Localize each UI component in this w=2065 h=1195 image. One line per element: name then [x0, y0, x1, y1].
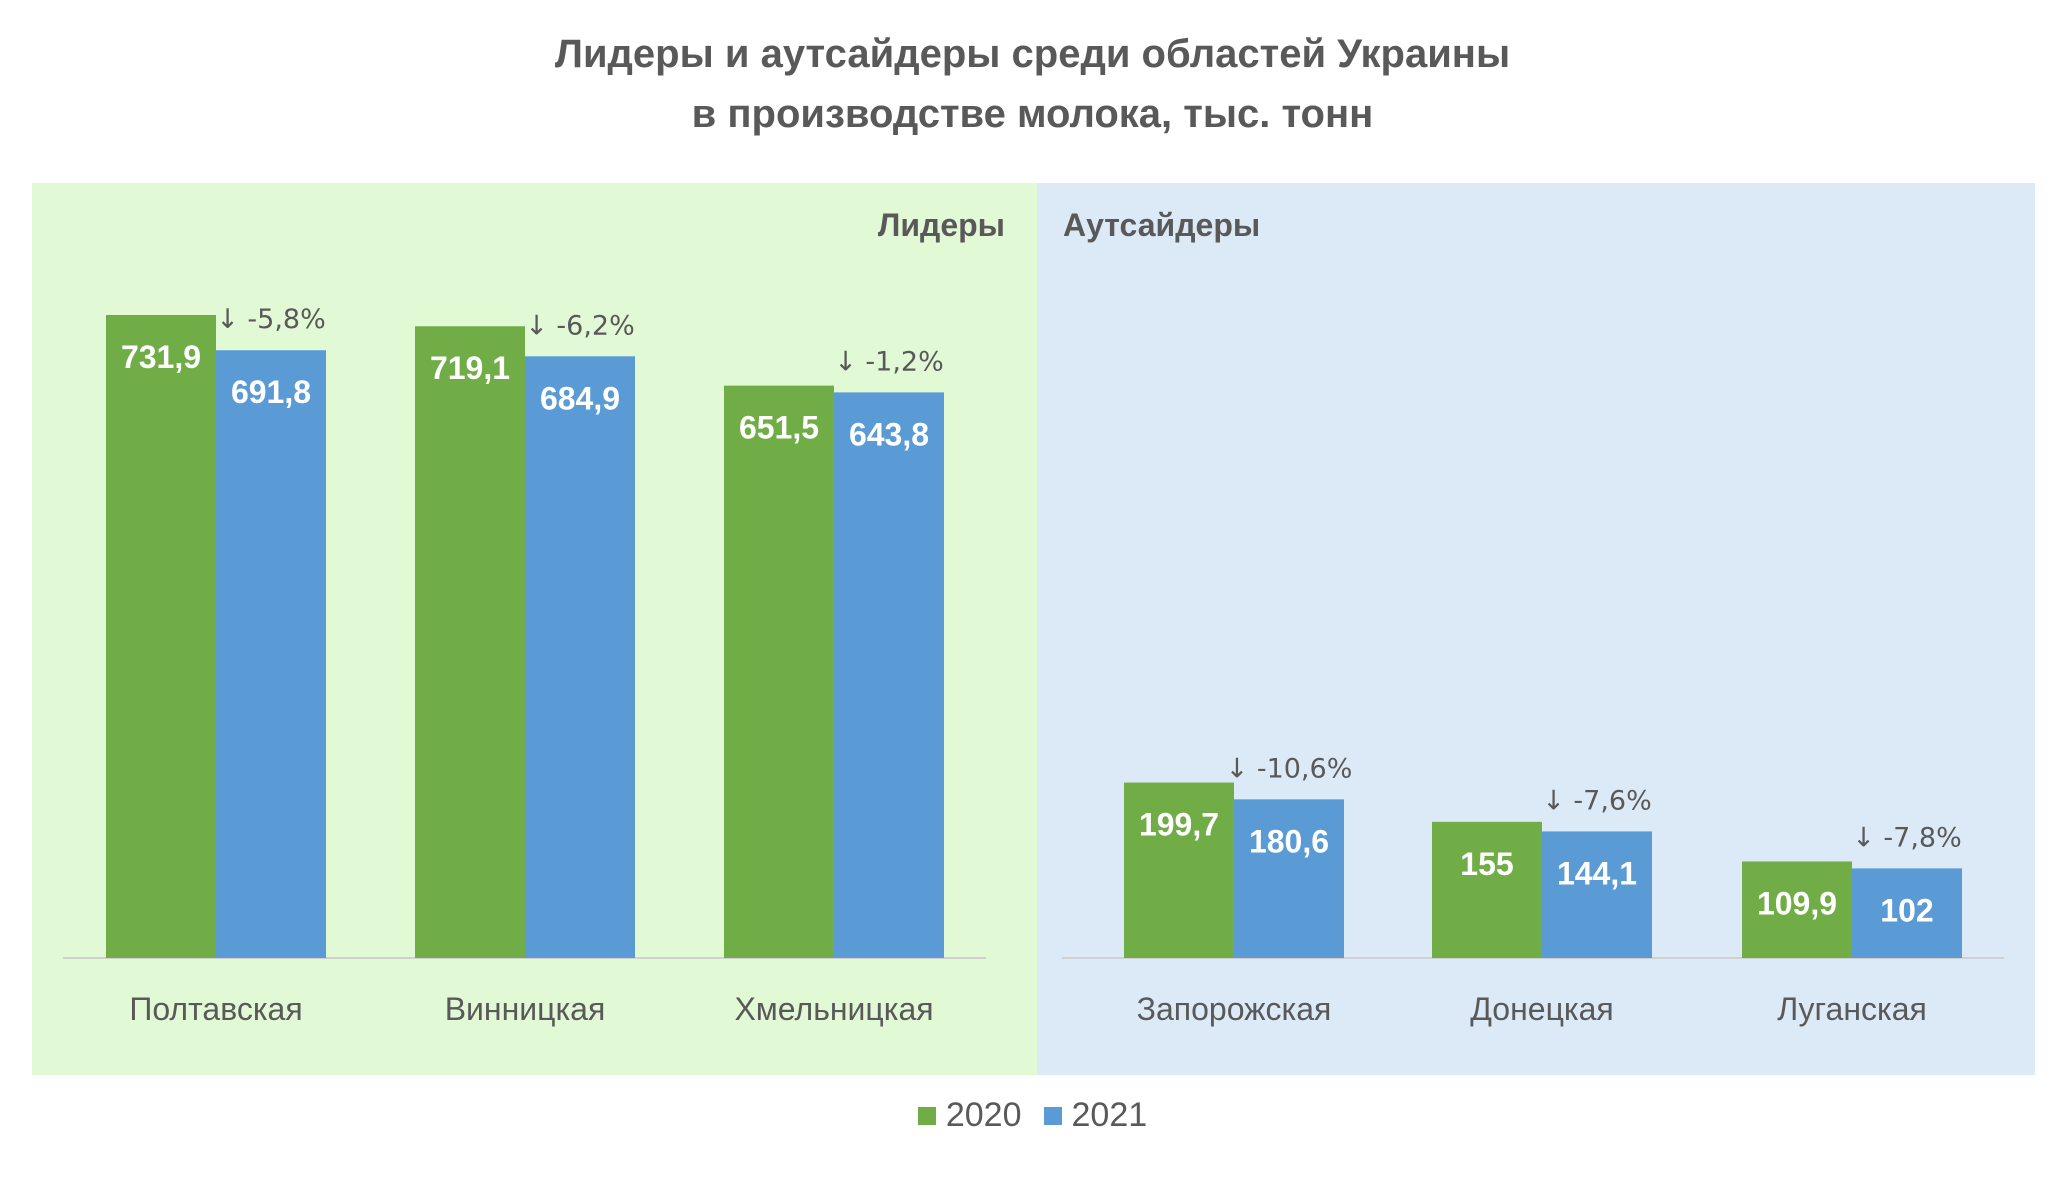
bar-2021-3: [834, 392, 944, 959]
legend-label-2020: 2020: [945, 1096, 1022, 1134]
bar-2020-4: [1124, 782, 1234, 958]
change-label-4: ↓ -10,6%: [1226, 753, 1353, 784]
change-label-3: ↓ -1,2%: [834, 346, 944, 377]
category-label-4: Запорожская: [1137, 991, 1332, 1027]
bar-2020-6: [1742, 861, 1852, 958]
category-label-2: Винницкая: [445, 991, 606, 1027]
change-label-2: ↓ -6,2%: [525, 310, 635, 341]
legend-label-2021: 2021: [1071, 1096, 1148, 1134]
data-label-2020-4: 199,7: [1139, 807, 1219, 843]
chart-title-line-1: Лидеры и аутсайдеры среди областей Украи…: [554, 32, 1511, 76]
bar-2020-3: [724, 385, 834, 958]
data-label-2021-5: 144,1: [1557, 855, 1637, 891]
category-label-6: Луганская: [1777, 991, 1927, 1027]
legend-swatch-2021: [1043, 1106, 1062, 1125]
data-label-2020-5: 155: [1460, 846, 1513, 882]
bar-2021-1: [216, 350, 326, 959]
category-label-3: Хмельницкая: [734, 991, 933, 1027]
data-label-2021-4: 180,6: [1249, 823, 1329, 859]
leaders-panel-label: Лидеры: [878, 207, 1005, 243]
data-label-2021-2: 684,9: [540, 380, 620, 416]
data-label-2020-6: 109,9: [1757, 885, 1837, 921]
data-label-2021-6: 102: [1880, 892, 1933, 928]
data-label-2020-1: 731,9: [121, 339, 201, 375]
bar-2020-2: [415, 326, 525, 958]
outsiders-panel-label: Аутсайдеры: [1063, 207, 1260, 243]
legend-swatch-2020: [917, 1106, 936, 1125]
bar-2021-4: [1234, 799, 1344, 958]
legend-item-2020: 2020: [917, 1096, 1022, 1135]
category-label-5: Донецкая: [1470, 991, 1613, 1027]
bar-2020-5: [1432, 821, 1542, 958]
chart-legend: 2020 2021: [0, 1096, 2065, 1135]
change-label-6: ↓ -7,8%: [1852, 822, 1962, 853]
bar-2021-2: [525, 356, 635, 959]
bar-2021-5: [1542, 831, 1652, 958]
bar-2020-1: [106, 315, 216, 958]
category-label-1: Полтавская: [129, 991, 302, 1027]
data-label-2020-2: 719,1: [430, 350, 510, 386]
change-label-5: ↓ -7,6%: [1542, 785, 1652, 816]
chart-title-line-2: в производстве молока, тыс. тонн: [691, 92, 1374, 136]
data-label-2021-3: 643,8: [849, 416, 929, 452]
bar-2021-6: [1852, 868, 1962, 958]
data-label-2020-3: 651,5: [739, 410, 819, 446]
change-label-1: ↓ -5,8%: [216, 304, 326, 335]
legend-item-2021: 2021: [1043, 1096, 1148, 1135]
data-label-2021-1: 691,8: [231, 374, 311, 410]
